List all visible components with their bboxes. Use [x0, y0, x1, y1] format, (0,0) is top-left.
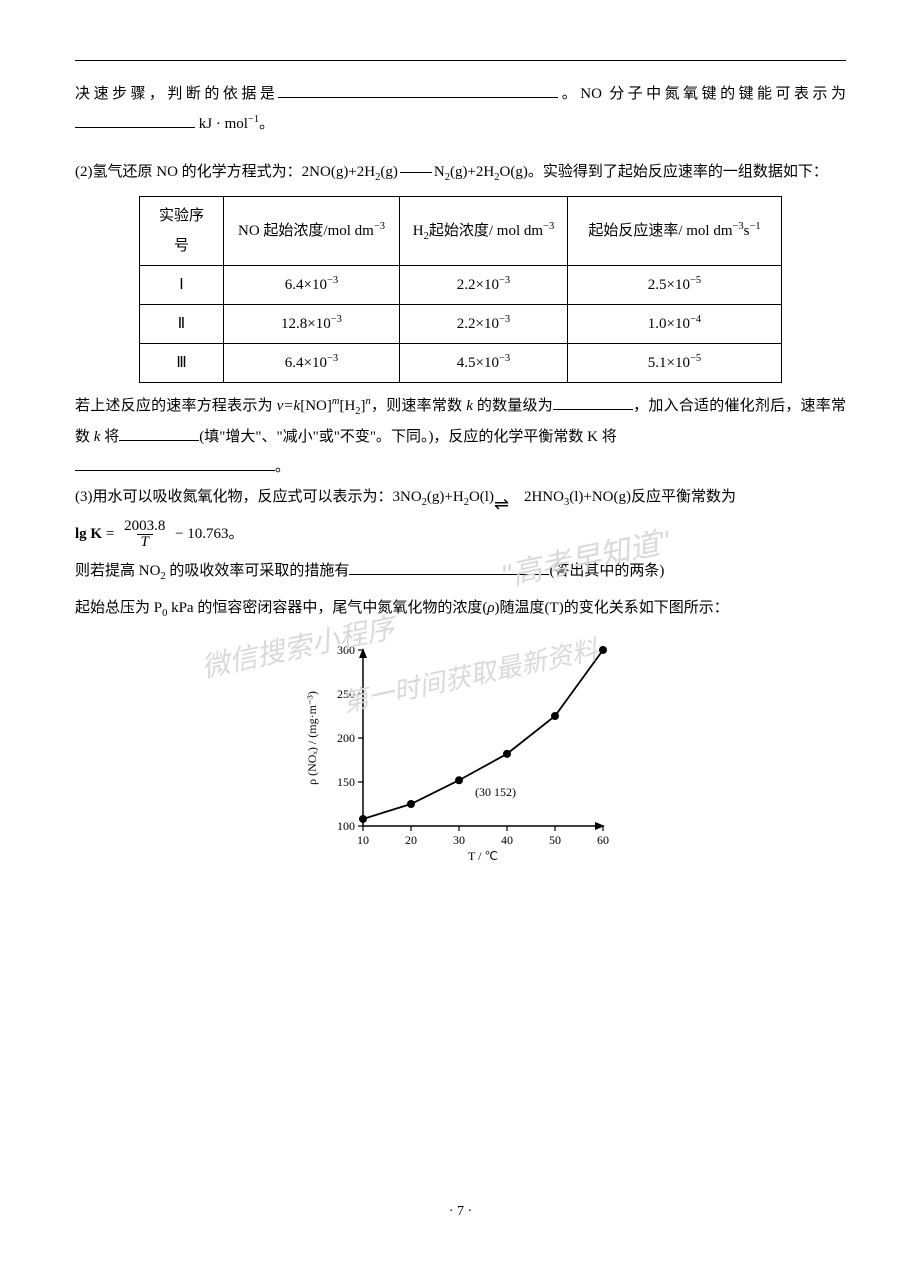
- fraction-numerator: 2003.8: [120, 519, 169, 534]
- formula-eq: =: [106, 526, 114, 542]
- text: (g)+2H: [450, 164, 494, 180]
- svg-text:150: 150: [337, 775, 355, 789]
- table-header: 起始反应速率/ mol dm−3s−1: [568, 197, 782, 266]
- table-cell: 1.0×10−4: [568, 305, 782, 344]
- data-table: 实验序号 NO 起始浓度/mol dm−3 H2起始浓度/ mol dm−3 起…: [139, 196, 782, 383]
- blank-K-change: [75, 456, 275, 471]
- text: (g)+H: [427, 489, 464, 505]
- formula-tail: − 10.763。: [175, 526, 243, 542]
- table-cell: 4.5×10−3: [400, 344, 568, 383]
- text: 则若提高 NO: [75, 563, 160, 579]
- blank-bond-energy: [75, 113, 195, 128]
- content-wrapper: "高考早知道" 微信搜索小程序 第一时间获取最新资料 决速步骤，判断的依据是。N…: [75, 60, 846, 866]
- text: (答出其中的两条): [549, 563, 664, 579]
- text: 的吸收效率可采取的措施有: [166, 563, 350, 579]
- table-header: 实验序号: [140, 197, 224, 266]
- svg-text:10: 10: [357, 833, 369, 847]
- fraction: 2003.8 T: [120, 519, 169, 550]
- text: 起始总压为 P: [75, 600, 162, 616]
- text: 的数量级为: [473, 398, 553, 414]
- paragraph-4: (3)用水可以吸收氮氧化物，反应式可以表示为：3NO2(g)+H2O(l)2HN…: [75, 482, 846, 513]
- table-cell: 6.4×10−3: [224, 266, 400, 305]
- text: kJ · mol: [195, 116, 248, 132]
- table-cell: 2.2×10−3: [400, 305, 568, 344]
- page-number: · 7 ·: [0, 1198, 921, 1226]
- table-header: H2起始浓度/ mol dm−3: [400, 197, 568, 266]
- equilibrium-arrow: [494, 492, 524, 504]
- svg-text:60: 60: [597, 833, 609, 847]
- text: N: [434, 164, 445, 180]
- svg-text:100: 100: [337, 819, 355, 833]
- reaction-arrow: [400, 172, 432, 173]
- svg-text:300: 300: [337, 643, 355, 657]
- svg-text:250: 250: [337, 687, 355, 701]
- formula-lgK: lg K = 2003.8 T − 10.763。: [75, 519, 846, 550]
- text-italic: ρ: [487, 600, 494, 616]
- table-cell: 12.8×10−3: [224, 305, 400, 344]
- text: )随温度(T)的变化关系如下图所示：: [495, 600, 729, 616]
- text: 若上述反应的速率方程表示为: [75, 398, 277, 414]
- text: 。NO 分子中氮氧键的键能可表示为: [558, 86, 846, 102]
- text: (g): [380, 164, 398, 180]
- paragraph-1: 决速步骤，判断的依据是 。NO 分子中氮氧键的键能可表示为 kJ · mol−1。: [75, 79, 846, 139]
- th-label: 实验序号: [159, 208, 204, 254]
- cell-text: Ⅲ: [176, 355, 186, 371]
- text: 。: [275, 459, 290, 475]
- fraction-denominator: T: [137, 534, 153, 550]
- text: kPa 的恒容密闭容器中，尾气中氮氧化物的浓度(: [167, 600, 487, 616]
- text: 将: [100, 429, 119, 445]
- text-italic: v=k: [277, 398, 300, 414]
- table-body: Ⅰ 6.4×10−3 2.2×10−3 2.5×10−5 Ⅱ 12.8×10−3…: [140, 266, 782, 383]
- table-cell: 2.2×10−3: [400, 266, 568, 305]
- table-row: Ⅱ 12.8×10−3 2.2×10−3 1.0×10−4: [140, 305, 782, 344]
- text: (填"增大"、"减小"或"不变"。下同。)，反应的化学平衡常数 K 将: [199, 429, 617, 445]
- text: O(l): [469, 489, 494, 505]
- line-chart: 10 20 30 40 50 60 100 150 200 250 300 T / ℃ ρ (NOₓ) …: [301, 636, 621, 866]
- cell-text: Ⅰ: [179, 277, 183, 293]
- table-cell: 5.1×10−5: [568, 344, 782, 383]
- text: ，则速率常数: [371, 398, 466, 414]
- table-cell: 2.5×10−5: [568, 266, 782, 305]
- table-cell: 6.4×10−3: [224, 344, 400, 383]
- table-header-row: 实验序号 NO 起始浓度/mol dm−3 H2起始浓度/ mol dm−3 起…: [140, 197, 782, 266]
- formula-lhs: lg K: [75, 526, 102, 542]
- svg-text:T / ℃: T / ℃: [468, 849, 498, 863]
- exponent: −1: [248, 114, 259, 125]
- table-header: NO 起始浓度/mol dm−3: [224, 197, 400, 266]
- svg-text:20: 20: [405, 833, 417, 847]
- text: 。: [259, 116, 274, 132]
- blank-basis: [278, 83, 558, 98]
- chart-container: 10 20 30 40 50 60 100 150 200 250 300 T / ℃ ρ (NOₓ) …: [75, 636, 846, 866]
- blank-k-change: [119, 426, 199, 441]
- table-cell: Ⅰ: [140, 266, 224, 305]
- paragraph-2: (2)氢气还原 NO 的化学方程式为：2NO(g)+2H2(g)N2(g)+2H…: [75, 157, 846, 188]
- table-cell: Ⅱ: [140, 305, 224, 344]
- cell-text: Ⅱ: [178, 316, 185, 332]
- blank-magnitude: [553, 395, 633, 410]
- text: [NO]: [300, 398, 332, 414]
- table-row: Ⅰ 6.4×10−3 2.2×10−3 2.5×10−5: [140, 266, 782, 305]
- paragraph-5: 则若提高 NO2 的吸收效率可采取的措施有(答出其中的两条): [75, 556, 846, 587]
- svg-text:(30 152): (30 152): [475, 785, 516, 799]
- text: 2HNO: [524, 489, 564, 505]
- text: 决速步骤，判断的依据是: [75, 86, 278, 102]
- svg-text:30: 30: [453, 833, 465, 847]
- svg-text:50: 50: [549, 833, 561, 847]
- table-row: Ⅲ 6.4×10−3 4.5×10−3 5.1×10−5: [140, 344, 782, 383]
- text: [H: [339, 398, 355, 414]
- text: (2)氢气还原 NO 的化学方程式为：2NO(g)+2H: [75, 164, 375, 180]
- svg-text:200: 200: [337, 731, 355, 745]
- text: (l)+NO(g)反应平衡常数为: [569, 489, 736, 505]
- text: O(g)。实验得到了起始反应速率的一组数据如下：: [500, 164, 828, 180]
- text-italic: k: [466, 398, 473, 414]
- svg-text:ρ (NOₓ) / (mg·m⁻³): ρ (NOₓ) / (mg·m⁻³): [305, 691, 319, 785]
- svg-text:40: 40: [501, 833, 513, 847]
- paragraph-3: 若上述反应的速率方程表示为 v=k[NO]m[H2]n，则速率常数 k 的数量级…: [75, 391, 846, 482]
- table-cell: Ⅲ: [140, 344, 224, 383]
- paragraph-6: 起始总压为 P0 kPa 的恒容密闭容器中，尾气中氮氧化物的浓度(ρ)随温度(T…: [75, 593, 846, 624]
- text: (3)用水可以吸收氮氧化物，反应式可以表示为：3NO: [75, 489, 422, 505]
- blank-measures: [349, 560, 549, 575]
